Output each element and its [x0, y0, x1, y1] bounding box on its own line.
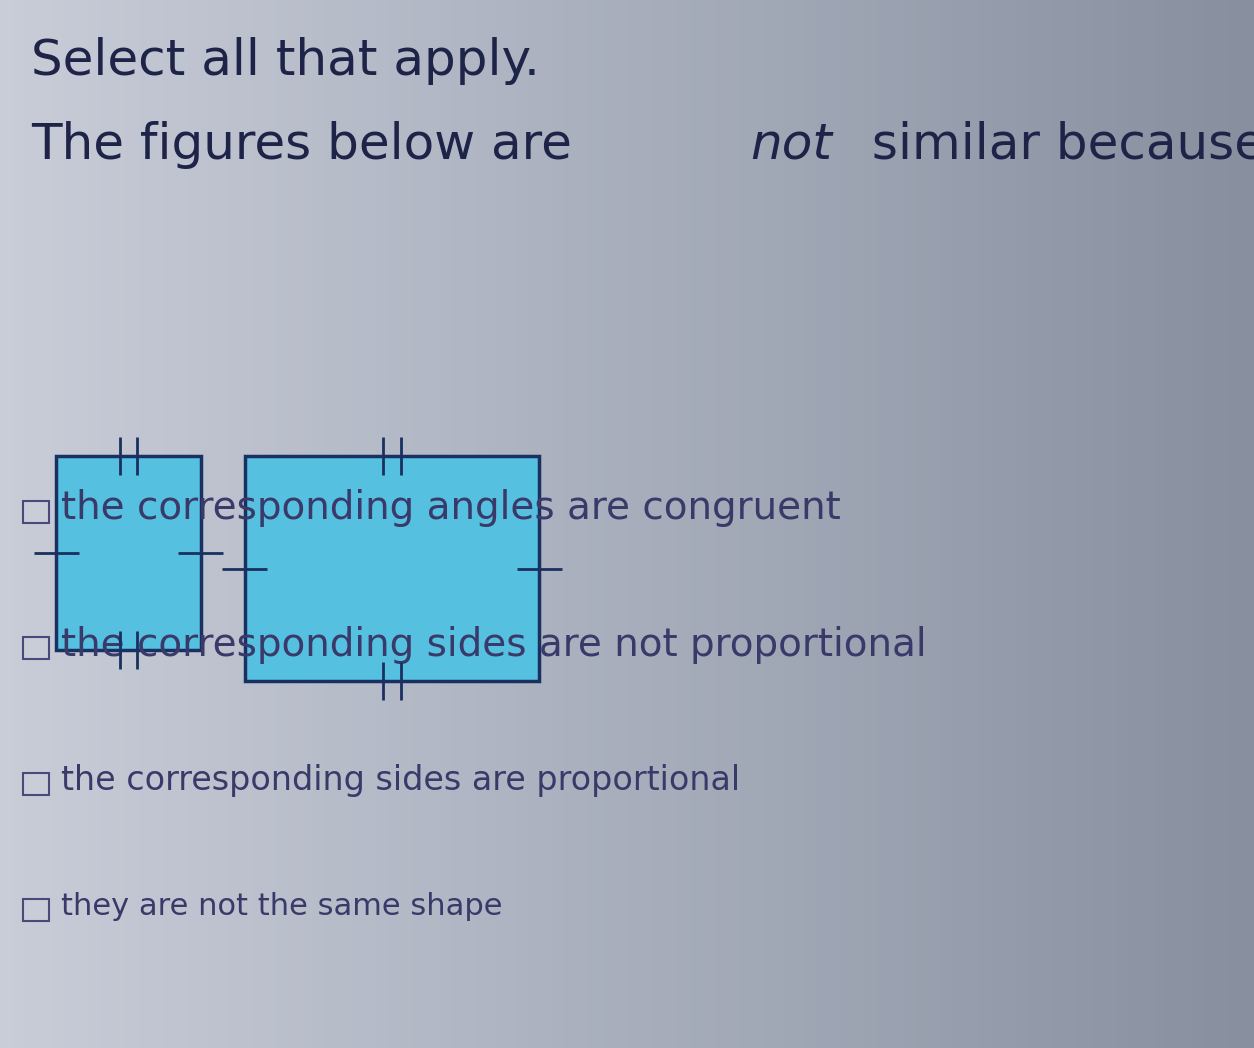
- Text: The figures below are: The figures below are: [31, 121, 588, 169]
- Text: the corresponding angles are congruent: the corresponding angles are congruent: [61, 489, 841, 527]
- Text: the corresponding sides are not proportional: the corresponding sides are not proporti…: [61, 626, 927, 663]
- Text: the corresponding sides are proportional: the corresponding sides are proportional: [61, 764, 741, 798]
- Bar: [23, 501, 49, 523]
- Text: similar because ____: similar because ____: [855, 121, 1254, 171]
- Bar: [23, 899, 49, 921]
- Bar: [56, 456, 201, 650]
- Bar: [23, 637, 49, 659]
- Text: they are not the same shape: they are not the same shape: [61, 892, 503, 921]
- Text: not: not: [750, 121, 831, 169]
- Bar: [23, 773, 49, 795]
- Bar: [245, 456, 539, 681]
- Text: Select all that apply.: Select all that apply.: [31, 37, 540, 85]
